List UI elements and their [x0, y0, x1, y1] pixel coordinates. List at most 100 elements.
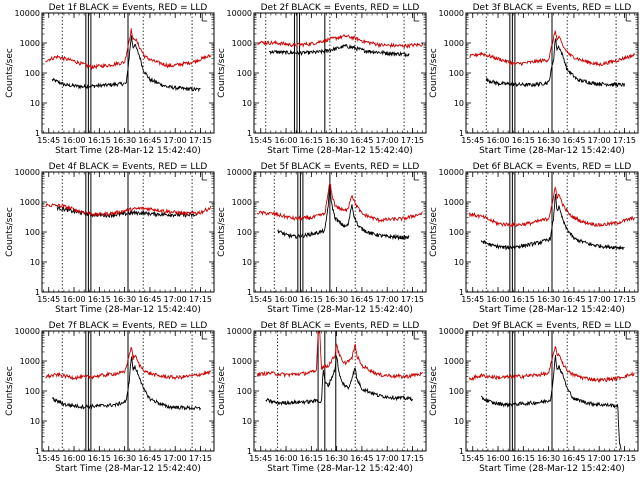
x-tick-label: 16:00: [275, 295, 298, 304]
panel-title: Det 7f BLACK = Events, RED = LLD: [49, 321, 208, 331]
x-axis-label: Start Time (28-Mar-12 15:42:40): [267, 146, 413, 156]
x-tick-label: 17:00: [588, 454, 611, 463]
x-axis-label: Start Time (28-Mar-12 15:42:40): [479, 305, 625, 315]
y-tick-label: 100: [25, 69, 40, 78]
y-tick-label: 1000: [20, 39, 40, 48]
panel-title: Det 2f BLACK = Events, RED = LLD: [261, 3, 420, 13]
corner-mark: [625, 172, 632, 181]
x-tick-label: 16:30: [113, 136, 136, 145]
detector-panel-4: Det 4f BLACK = Events, RED = LLD 1 10 100 10…: [5, 162, 215, 315]
lld-series-line: [256, 331, 423, 380]
y-tick-label: 10: [454, 258, 464, 267]
plot-area: [45, 13, 212, 133]
detector-panel-8: Det 8f BLACK = Events, RED = LLD 1 10 100 10…: [217, 321, 427, 474]
x-tick-label: 17:00: [164, 136, 187, 145]
x-tick-label: 16:45: [350, 136, 373, 145]
lld-series-line: [468, 185, 636, 228]
y-tick-label: 10000: [15, 327, 40, 336]
plot-area: [469, 13, 636, 133]
x-tick-label: 15:45: [461, 295, 484, 304]
plot-area: [257, 172, 423, 292]
detector-panel-1: Det 1f BLACK = Events, RED = LLD 1 10 100 10…: [5, 3, 215, 156]
y-axis-label: Counts/sec: [429, 207, 439, 257]
y-tick-label: 1000: [232, 357, 252, 366]
y-tick-label: 100: [449, 387, 464, 396]
x-tick-label: 16:00: [275, 454, 298, 463]
y-tick-label: 1000: [20, 357, 40, 366]
lld-series-line: [468, 346, 635, 384]
events-series-line: [268, 43, 410, 58]
panels-group: Det 1f BLACK = Events, RED = LLD 1 10 100 10…: [5, 3, 639, 474]
corner-mark: [625, 13, 632, 22]
plot-area: [468, 331, 635, 451]
y-tick-label: 100: [25, 387, 40, 396]
x-tick-label: 16:15: [88, 136, 111, 145]
plot-area: [257, 13, 424, 133]
detector-panel-3: Det 3f BLACK = Events, RED = LLD 1 10 100 10…: [429, 3, 639, 156]
x-axis-label: Start Time (28-Mar-12 15:42:40): [479, 464, 625, 474]
y-tick-label: 100: [237, 387, 252, 396]
x-tick-label: 16:45: [138, 295, 161, 304]
x-tick-label: 16:30: [325, 136, 348, 145]
x-axis-label: Start Time (28-Mar-12 15:42:40): [267, 305, 413, 315]
x-tick-label: 16:00: [63, 295, 86, 304]
corner-mark: [413, 331, 420, 340]
detector-panel-5: Det 5f BLACK = Events, RED = LLD 1 10 100 10…: [217, 162, 427, 315]
x-tick-label: 16:00: [487, 454, 510, 463]
y-axis-label: Counts/sec: [217, 48, 227, 98]
x-tick-label: 16:45: [562, 136, 585, 145]
x-axis-label: Start Time (28-Mar-12 15:42:40): [267, 464, 413, 474]
x-tick-label: 17:00: [164, 454, 187, 463]
x-tick-label: 17:15: [401, 454, 424, 463]
panel-title: Det 1f BLACK = Events, RED = LLD: [49, 3, 208, 13]
y-tick-label: 10: [454, 417, 464, 426]
x-tick-label: 16:30: [537, 136, 560, 145]
x-tick-label: 16:30: [537, 454, 560, 463]
panel-frame: [253, 330, 427, 452]
detector-panel-7: Det 7f BLACK = Events, RED = LLD 1 10 100 10…: [5, 321, 215, 474]
x-tick-label: 17:15: [189, 295, 212, 304]
y-tick-label: 1: [35, 129, 40, 138]
x-tick-label: 17:00: [376, 136, 399, 145]
y-tick-label: 1000: [20, 198, 40, 207]
x-tick-label: 15:45: [37, 295, 60, 304]
y-axis-label: Counts/sec: [217, 366, 227, 416]
panel-frame: [253, 12, 427, 134]
x-tick-label: 17:00: [376, 295, 399, 304]
panel-title: Det 6f BLACK = Events, RED = LLD: [473, 162, 632, 172]
y-tick-label: 100: [449, 228, 464, 237]
corner-mark: [413, 13, 420, 22]
y-tick-label: 1: [35, 288, 40, 297]
x-tick-label: 16:00: [487, 295, 510, 304]
x-tick-label: 17:15: [189, 454, 212, 463]
y-tick-label: 1: [459, 129, 464, 138]
x-tick-label: 16:15: [300, 454, 323, 463]
events-series-line: [277, 186, 410, 241]
lld-series-line: [257, 34, 424, 49]
y-tick-label: 1000: [232, 198, 252, 207]
x-tick-label: 16:00: [275, 136, 298, 145]
x-tick-label: 16:30: [113, 454, 136, 463]
events-series-line: [265, 355, 413, 406]
x-tick-label: 15:45: [37, 454, 60, 463]
y-axis-label: Counts/sec: [5, 207, 15, 257]
x-tick-label: 16:30: [537, 295, 560, 304]
y-tick-label: 10000: [15, 9, 40, 18]
y-tick-label: 100: [237, 69, 252, 78]
y-tick-label: 10: [242, 258, 252, 267]
x-axis-label: Start Time (28-Mar-12 15:42:40): [55, 305, 201, 315]
y-tick-label: 1: [459, 288, 464, 297]
x-tick-label: 15:45: [461, 454, 484, 463]
x-axis-label: Start Time (28-Mar-12 15:42:40): [479, 146, 625, 156]
x-tick-label: 16:15: [88, 295, 111, 304]
x-tick-label: 17:00: [376, 454, 399, 463]
x-tick-label: 15:45: [249, 454, 272, 463]
x-tick-label: 16:45: [562, 295, 585, 304]
x-tick-label: 16:45: [138, 454, 161, 463]
x-tick-label: 17:00: [588, 295, 611, 304]
y-axis-label: Counts/sec: [429, 48, 439, 98]
y-tick-label: 1000: [444, 198, 464, 207]
x-axis-label: Start Time (28-Mar-12 15:42:40): [55, 146, 201, 156]
x-tick-label: 17:15: [613, 295, 636, 304]
events-series-line: [51, 35, 201, 93]
